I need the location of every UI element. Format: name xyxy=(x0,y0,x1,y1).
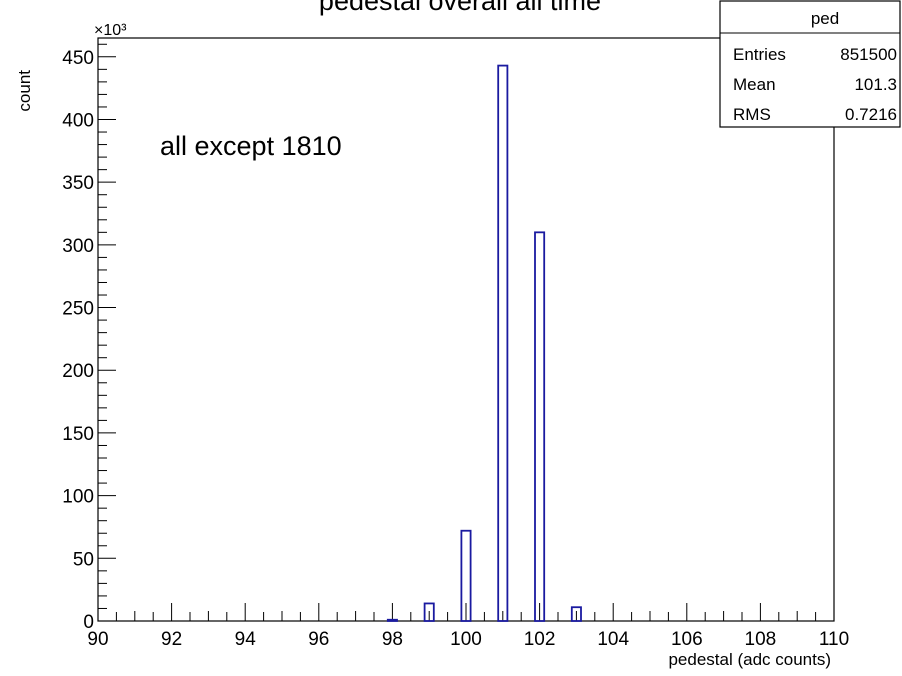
x-tick-label: 90 xyxy=(87,629,108,650)
y-tick-label: 200 xyxy=(62,361,94,382)
histogram-bars xyxy=(386,64,582,622)
x-tick-label: 98 xyxy=(382,629,403,650)
histogram-bar xyxy=(534,231,546,622)
x-axis-title: pedestal (adc counts) xyxy=(668,650,831,669)
y-tick-label: 350 xyxy=(62,173,94,194)
y-tick-label: 250 xyxy=(62,299,94,320)
histogram-bar xyxy=(570,606,582,622)
x-tick-label: 110 xyxy=(819,629,849,650)
stats-box-name: ped xyxy=(811,9,839,28)
x-tick-label: 92 xyxy=(161,629,182,650)
stats-box-frame xyxy=(719,0,901,128)
stats-box: ped Entries 851500 Mean 101.3 RMS 0.7216 xyxy=(719,0,901,128)
stats-rms-value: 0.7216 xyxy=(845,105,897,124)
histogram-bar xyxy=(460,529,472,622)
x-tick-label: 96 xyxy=(308,629,329,650)
x-tick-label: 100 xyxy=(450,629,482,650)
x-tick-label: 108 xyxy=(745,629,777,650)
histogram-bar xyxy=(423,602,435,622)
x-axis-ticks: 90 92 94 96 98 100 102 104 106 108 110 xyxy=(87,603,849,650)
x-tick-label: 106 xyxy=(671,629,703,650)
stats-rms-label: RMS xyxy=(733,105,771,124)
stats-entries-value: 851500 xyxy=(840,45,897,64)
y-tick-label: 50 xyxy=(73,549,94,570)
histogram-bar xyxy=(497,64,509,622)
y-tick-label: 450 xyxy=(62,48,94,69)
x-tick-label: 104 xyxy=(597,629,629,650)
y-axis-ticks: 0 50 100 150 200 250 300 350 400 450 xyxy=(62,43,116,633)
y-tick-label: 300 xyxy=(62,236,94,257)
y-tick-label: 0 xyxy=(83,612,94,633)
y-multiplier-label: ×10³ xyxy=(94,22,127,39)
x-tick-label: 102 xyxy=(524,629,556,650)
chart-annotation: all except 1810 xyxy=(160,131,342,161)
chart-title: pedestal overall all time xyxy=(319,0,601,16)
y-tick-label: 400 xyxy=(62,110,94,131)
y-axis-title: count xyxy=(15,70,34,112)
stats-entries-label: Entries xyxy=(733,45,786,64)
y-tick-label: 150 xyxy=(62,424,94,445)
stats-mean-value: 101.3 xyxy=(854,75,897,94)
stats-mean-label: Mean xyxy=(733,75,776,94)
y-tick-label: 100 xyxy=(62,487,94,508)
x-tick-label: 94 xyxy=(235,629,257,650)
histogram-bar xyxy=(386,618,398,622)
